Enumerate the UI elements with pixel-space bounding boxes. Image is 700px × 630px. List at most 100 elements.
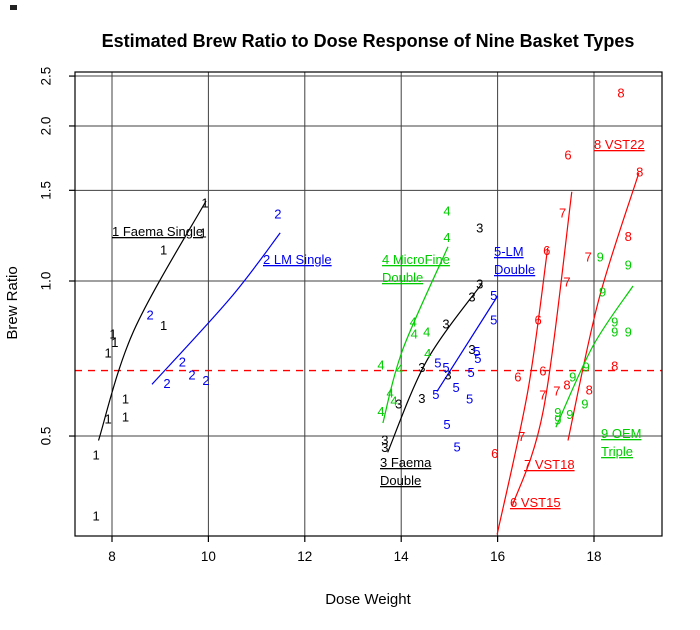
point-marker-3: 3 <box>476 221 483 236</box>
point-marker-8: 8 <box>625 229 632 244</box>
series-label-3: Double <box>380 473 421 488</box>
gridlines <box>75 72 662 536</box>
point-marker-9: 9 <box>583 359 590 374</box>
trend-curves <box>97 172 640 535</box>
trend-curve-1 <box>97 200 207 441</box>
point-marker-6: 6 <box>564 148 571 163</box>
point-marker-1: 1 <box>92 508 99 523</box>
point-marker-9: 9 <box>554 405 561 420</box>
point-marker-6: 6 <box>543 243 550 258</box>
y-tick-label: 2.5 <box>39 67 54 86</box>
corner-artifact <box>10 5 17 10</box>
point-marker-5: 5 <box>453 380 460 395</box>
trend-curve-6 <box>496 247 549 535</box>
point-marker-2: 2 <box>179 355 186 370</box>
point-marker-1: 1 <box>111 335 118 350</box>
series-label-9: 9 OEM <box>601 426 641 441</box>
series-label-6: 6 VST15 <box>510 495 561 510</box>
point-marker-5: 5 <box>467 365 474 380</box>
point-marker-7: 7 <box>585 250 592 265</box>
point-marker-4: 4 <box>443 230 450 245</box>
point-marker-6: 6 <box>534 313 541 328</box>
point-marker-1: 1 <box>109 326 116 341</box>
point-marker-5: 5 <box>432 387 439 402</box>
chart-title: Estimated Brew Ratio to Dose Response of… <box>102 31 635 51</box>
trend-curve-7 <box>511 191 573 507</box>
point-marker-5: 5 <box>474 351 481 366</box>
point-marker-9: 9 <box>599 285 606 300</box>
series-label-5: 5-LM <box>494 244 524 259</box>
y-tick-label: 1.5 <box>39 181 54 200</box>
x-tick-label: 18 <box>586 549 601 564</box>
x-tick-label: 16 <box>490 549 505 564</box>
point-marker-4: 4 <box>377 358 384 373</box>
y-tick-label: 2.0 <box>39 117 54 136</box>
point-marker-5: 5 <box>434 356 441 371</box>
point-marker-2: 2 <box>202 373 209 388</box>
trend-curve-2 <box>151 232 281 385</box>
point-marker-1: 1 <box>160 242 167 257</box>
point-marker-9: 9 <box>625 325 632 340</box>
point-marker-1: 1 <box>105 346 112 361</box>
series-label-7: 7 VST18 <box>524 457 575 472</box>
point-marker-3: 3 <box>418 391 425 406</box>
point-marker-7: 7 <box>559 205 566 220</box>
point-marker-3: 3 <box>381 440 388 455</box>
point-marker-5: 5 <box>453 440 460 455</box>
point-marker-9: 9 <box>625 258 632 273</box>
series-label-9: Triple <box>601 444 633 459</box>
point-marker-1: 1 <box>160 318 167 333</box>
point-marker-3: 3 <box>418 360 425 375</box>
point-marker-9: 9 <box>569 370 576 385</box>
point-marker-3: 3 <box>468 290 475 305</box>
point-marker-6: 6 <box>514 369 521 384</box>
point-marker-5: 5 <box>443 417 450 432</box>
point-marker-4: 4 <box>396 362 403 377</box>
point-marker-7: 7 <box>518 429 525 444</box>
axes-frame: 8 10 12 14 16 180.51.01.52.02.5 <box>39 67 663 564</box>
series-label-5: Double <box>494 262 535 277</box>
point-marker-3: 3 <box>444 368 451 383</box>
point-marker-2: 2 <box>163 376 170 391</box>
point-marker-6: 6 <box>491 446 498 461</box>
point-marker-9: 9 <box>566 407 573 422</box>
point-marker-9: 9 <box>597 250 604 265</box>
point-marker-8: 8 <box>617 86 624 101</box>
series-label-2: 2 LM Single <box>263 252 332 267</box>
point-marker-5: 5 <box>442 360 449 375</box>
point-marker-4: 4 <box>411 326 418 341</box>
trend-curve-5 <box>436 295 499 392</box>
point-marker-8: 8 <box>586 382 593 397</box>
point-marker-7: 7 <box>553 384 560 399</box>
point-marker-5: 5 <box>473 344 480 359</box>
trend-curve-4 <box>382 246 449 424</box>
x-tick-label: 8 <box>108 549 116 564</box>
trend-curve-8 <box>567 172 640 441</box>
x-tick-label: 12 <box>297 549 312 564</box>
series-label-4: 4 MicroFine <box>382 252 450 267</box>
point-marker-3: 3 <box>442 317 449 332</box>
trend-curve-9 <box>555 285 634 428</box>
point-marker-4: 4 <box>390 394 397 409</box>
point-marker-8: 8 <box>636 165 643 180</box>
trend-curve-3 <box>387 282 483 453</box>
point-marker-9: 9 <box>611 315 618 330</box>
y-tick-label: 1.0 <box>39 272 54 291</box>
point-marker-1: 1 <box>122 409 129 424</box>
series-label-8: 8 VST22 <box>594 137 645 152</box>
x-axis-title: Dose Weight <box>325 591 411 608</box>
point-marker-8: 8 <box>563 378 570 393</box>
point-marker-4: 4 <box>377 404 384 419</box>
point-marker-4: 4 <box>386 386 393 401</box>
point-marker-2: 2 <box>146 307 153 322</box>
point-marker-1: 1 <box>201 195 208 210</box>
x-tick-label: 14 <box>394 549 410 564</box>
point-marker-4: 4 <box>424 346 431 361</box>
point-marker-1: 1 <box>199 226 206 241</box>
point-marker-3: 3 <box>468 342 475 357</box>
point-marker-4: 4 <box>423 325 430 340</box>
point-marker-6: 6 <box>539 364 546 379</box>
